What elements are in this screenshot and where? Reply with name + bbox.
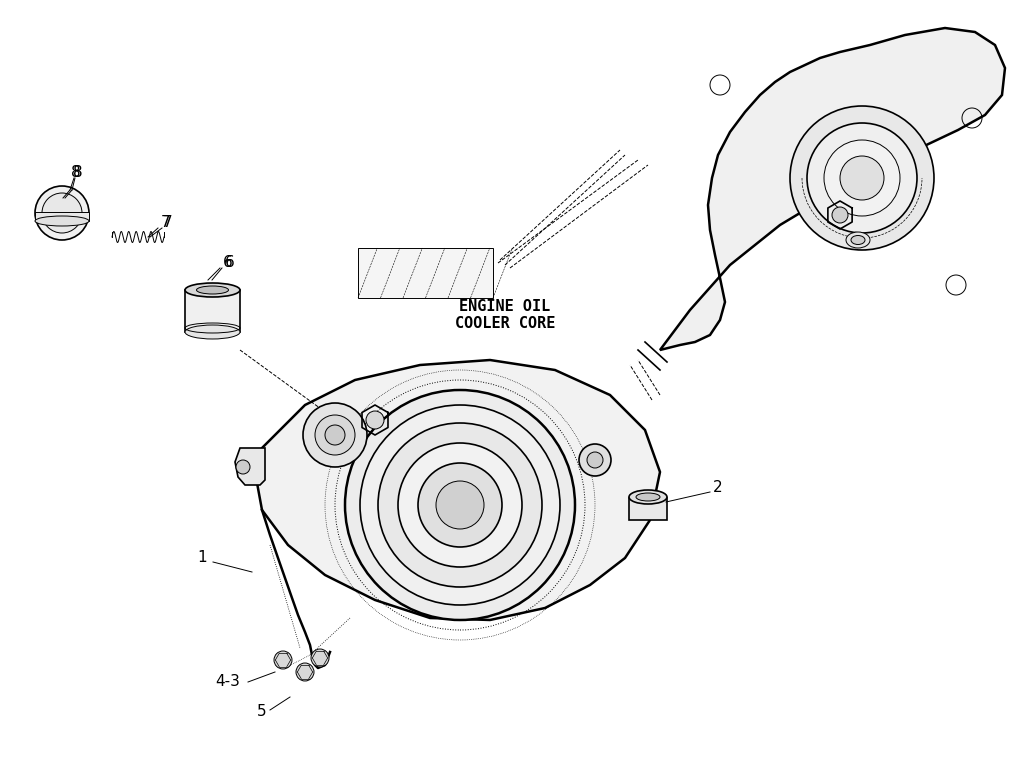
- Circle shape: [295, 663, 313, 681]
- Text: 7: 7: [161, 214, 171, 230]
- Text: 8: 8: [73, 164, 83, 179]
- Bar: [185, 290, 240, 332]
- Circle shape: [831, 207, 847, 223]
- Circle shape: [35, 186, 89, 240]
- Text: 8: 8: [71, 164, 81, 179]
- Circle shape: [578, 444, 611, 476]
- Circle shape: [302, 403, 367, 467]
- Circle shape: [325, 425, 345, 445]
- Ellipse shape: [185, 283, 240, 297]
- Text: 6: 6: [222, 255, 233, 270]
- Circle shape: [360, 405, 559, 605]
- Circle shape: [418, 463, 501, 547]
- Circle shape: [397, 443, 522, 567]
- Text: 5: 5: [257, 704, 267, 720]
- Circle shape: [790, 106, 933, 250]
- Circle shape: [378, 423, 542, 587]
- Ellipse shape: [850, 235, 864, 245]
- Circle shape: [436, 481, 483, 529]
- Text: 1: 1: [197, 551, 206, 566]
- Circle shape: [274, 651, 292, 669]
- Circle shape: [314, 415, 355, 455]
- Ellipse shape: [35, 216, 89, 226]
- Circle shape: [42, 193, 82, 233]
- Circle shape: [806, 123, 916, 233]
- Circle shape: [366, 411, 383, 429]
- Ellipse shape: [635, 493, 659, 501]
- Circle shape: [345, 390, 574, 620]
- Text: 7: 7: [163, 214, 173, 230]
- Ellipse shape: [185, 325, 240, 339]
- Ellipse shape: [629, 490, 666, 504]
- Circle shape: [823, 140, 899, 216]
- Circle shape: [236, 460, 250, 474]
- Circle shape: [839, 156, 884, 200]
- Text: 4-3: 4-3: [215, 675, 241, 689]
- Bar: [629, 498, 666, 520]
- Polygon shape: [255, 360, 659, 620]
- Ellipse shape: [845, 232, 869, 248]
- Polygon shape: [235, 448, 265, 485]
- Ellipse shape: [196, 286, 228, 294]
- Text: ENGINE OIL
COOLER CORE: ENGINE OIL COOLER CORE: [454, 299, 555, 331]
- Bar: [358, 248, 492, 298]
- Polygon shape: [659, 28, 1004, 350]
- Bar: [35, 212, 89, 221]
- Text: 2: 2: [713, 481, 722, 495]
- Text: 6: 6: [224, 255, 235, 270]
- Circle shape: [586, 452, 603, 468]
- Circle shape: [310, 649, 329, 667]
